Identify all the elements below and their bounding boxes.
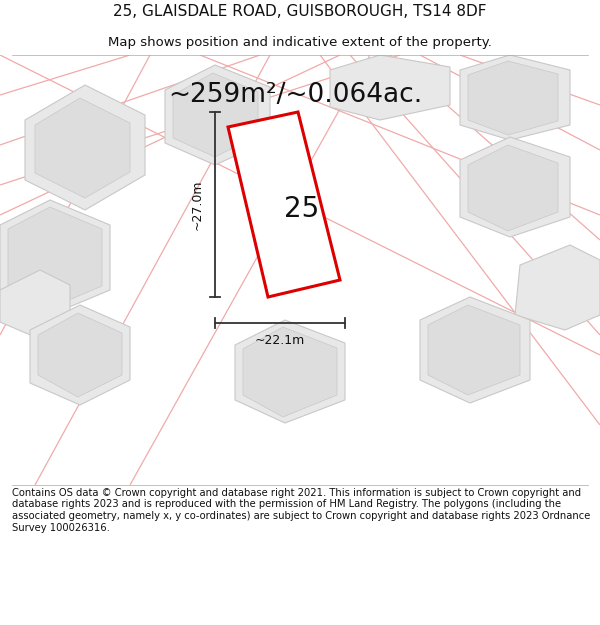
Polygon shape — [460, 55, 570, 140]
Polygon shape — [30, 305, 130, 405]
Text: ~259m²/~0.064ac.: ~259m²/~0.064ac. — [168, 82, 422, 108]
Polygon shape — [228, 112, 340, 297]
Polygon shape — [428, 305, 520, 395]
Polygon shape — [515, 245, 600, 330]
Polygon shape — [468, 145, 558, 231]
Polygon shape — [173, 73, 258, 157]
Polygon shape — [420, 297, 530, 403]
Polygon shape — [25, 85, 145, 210]
Polygon shape — [243, 327, 337, 417]
Polygon shape — [0, 200, 110, 315]
Polygon shape — [38, 313, 122, 397]
Polygon shape — [8, 207, 102, 308]
Text: Contains OS data © Crown copyright and database right 2021. This information is : Contains OS data © Crown copyright and d… — [12, 488, 590, 532]
Text: Map shows position and indicative extent of the property.: Map shows position and indicative extent… — [108, 36, 492, 49]
Text: 25, GLAISDALE ROAD, GUISBOROUGH, TS14 8DF: 25, GLAISDALE ROAD, GUISBOROUGH, TS14 8D… — [113, 4, 487, 19]
Polygon shape — [0, 270, 70, 337]
Polygon shape — [165, 65, 270, 165]
Text: ~27.0m: ~27.0m — [191, 179, 203, 230]
Polygon shape — [330, 55, 450, 120]
Polygon shape — [35, 98, 130, 198]
Text: 25: 25 — [284, 195, 319, 223]
Polygon shape — [468, 61, 558, 135]
Polygon shape — [460, 137, 570, 237]
Polygon shape — [235, 320, 345, 423]
Text: ~22.1m: ~22.1m — [255, 334, 305, 348]
